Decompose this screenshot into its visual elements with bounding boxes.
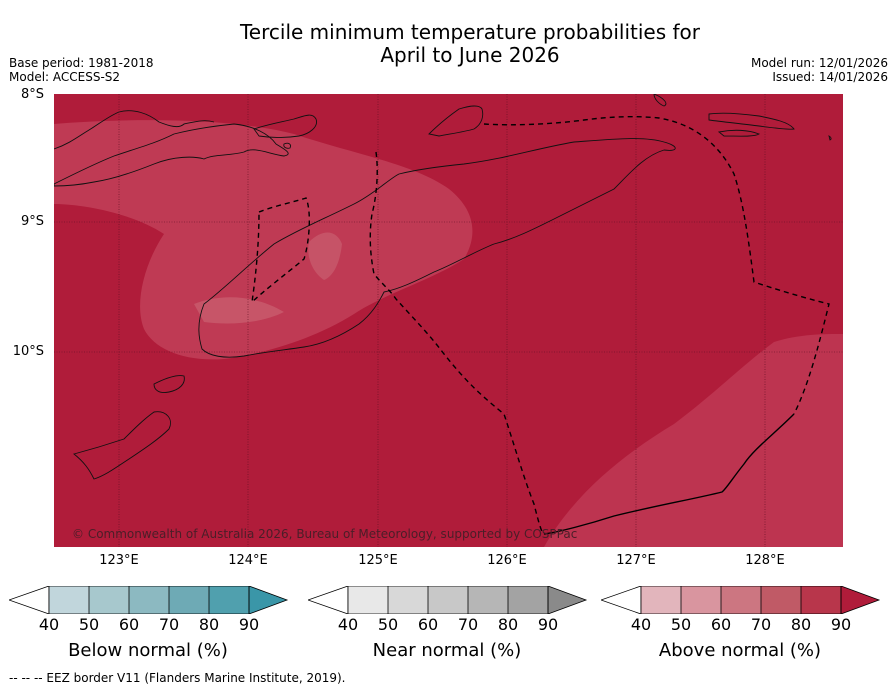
colorbar-near-normal (308, 586, 588, 614)
cbar-above-seg-40-50 (641, 586, 681, 614)
cbar-near-tick-50: 50 (377, 615, 399, 634)
cbar-above-tick-80: 80 (790, 615, 812, 634)
cbar-near-seg-50-60 (388, 586, 428, 614)
coast-sawu (73, 411, 171, 480)
cbar-below-tick-90: 90 (238, 615, 260, 634)
cbar-above-tick-40: 40 (630, 615, 652, 634)
cbar-below-tick-70: 70 (158, 615, 180, 634)
cbar-near-tick-70: 70 (457, 615, 479, 634)
coast-timor-north (198, 138, 676, 358)
cbar-above-arrow-left (601, 586, 642, 614)
zone-above-70-80-west (54, 120, 473, 360)
cbar-below-tick-80: 80 (198, 615, 220, 634)
cbar-above-seg-80-90 (801, 586, 841, 614)
cbar-below-seg-50-60 (89, 586, 129, 614)
cbar-above-tick-90: 90 (830, 615, 852, 634)
cbar-near-tick-80: 80 (497, 615, 519, 634)
cbar-above-arrow-right (840, 586, 881, 614)
eez-border-solid (543, 413, 795, 535)
map-copyright-notice: © Commonwealth of Australia 2026, Bureau… (72, 527, 578, 541)
zone-above-60-70-small (308, 232, 342, 280)
lon-label-124e: 124°E (228, 553, 268, 568)
zone-above-60-70-west (194, 297, 284, 324)
cbar-near-seg-40-50 (348, 586, 388, 614)
cbar-near-seg-60-70 (428, 586, 468, 614)
cbar-near-arrow-right (547, 586, 588, 614)
coast-rote (153, 375, 185, 393)
lon-label-123e: 123°E (99, 553, 139, 568)
issued-date: Issued: 14/01/2026 (772, 70, 888, 84)
base-period: Base period: 1981-2018 (9, 56, 154, 70)
cbar-near-tick-60: 60 (417, 615, 439, 634)
lon-label-127e: 127°E (616, 553, 656, 568)
cbar-above-tick-70: 70 (750, 615, 772, 634)
lon-label-125e: 125°E (358, 553, 398, 568)
cbar-below-arrow-left (9, 586, 50, 614)
cbar-above-seg-50-60 (681, 586, 721, 614)
legend-label-below-normal: Below normal (%) (68, 640, 228, 661)
cbar-near-tick-40: 40 (337, 615, 359, 634)
coast-islet-b (828, 135, 832, 141)
cbar-below-seg-40-50 (49, 586, 89, 614)
probability-map (54, 94, 843, 547)
eez-border-dashed (251, 197, 311, 304)
coastlines (54, 94, 832, 480)
coast-alor (253, 114, 317, 138)
colorbar-below-normal (9, 586, 289, 614)
cbar-near-arrow-left (308, 586, 349, 614)
graticule (54, 94, 843, 547)
lon-label-126e: 126°E (487, 553, 527, 568)
legend-label-near-normal: Near normal (%) (372, 640, 522, 661)
lat-label-9s: 9°S (20, 214, 44, 229)
legend-label-above-normal: Above normal (%) (658, 640, 822, 661)
cbar-near-seg-80-90 (508, 586, 548, 614)
zone-above-70-80-southeast (544, 334, 843, 547)
cbar-below-seg-80-90 (209, 586, 249, 614)
cbar-above-seg-70-80 (761, 586, 801, 614)
cbar-above-tick-60: 60 (710, 615, 732, 634)
coast-flores-top (54, 110, 215, 150)
colorbar-above-normal (601, 586, 881, 614)
cbar-below-seg-60-70 (129, 586, 169, 614)
cbar-below-tick-60: 60 (118, 615, 140, 634)
eez-border-note: -- -- -- EEZ border V11 (Flanders Marine… (9, 671, 346, 685)
eez-border-dashed-main (369, 115, 830, 535)
cbar-near-tick-90: 90 (537, 615, 559, 634)
coast-islet-a (283, 142, 291, 149)
cbar-below-seg-70-80 (169, 586, 209, 614)
cbar-below-tick-50: 50 (78, 615, 100, 634)
cbar-above-tick-50: 50 (670, 615, 692, 634)
map-title-line-1: Tercile minimum temperature probabilitie… (239, 20, 701, 44)
coast-east-islands (653, 94, 795, 137)
model-run-date: Model run: 12/01/2026 (750, 56, 888, 70)
lon-label-128e: 128°E (745, 553, 785, 568)
lat-label-10s: 10°S (12, 344, 44, 359)
map-title-line-2: April to June 2026 (380, 43, 560, 67)
coast-wetar (428, 105, 484, 137)
eez-border (251, 115, 830, 535)
coast-flores-sumba (54, 123, 289, 187)
cbar-near-seg-70-80 (468, 586, 508, 614)
lat-label-8s: 8°S (20, 87, 44, 102)
model-name: Model: ACCESS-S2 (9, 70, 121, 84)
cbar-below-arrow-right (248, 586, 289, 614)
cbar-above-seg-60-70 (721, 586, 761, 614)
cbar-below-tick-40: 40 (38, 615, 60, 634)
